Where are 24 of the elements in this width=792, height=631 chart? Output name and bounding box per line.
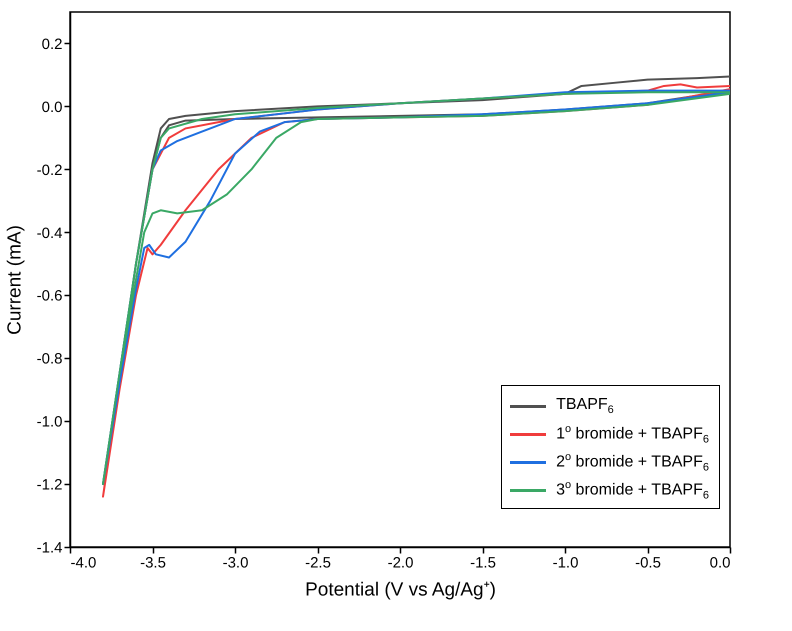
y-tick-label: -0.4	[36, 224, 62, 242]
legend-label: TBAPF$_{6}$	[556, 396, 614, 416]
y-tick-label: -0.8	[36, 350, 62, 368]
x-tick-label: -0.5	[635, 554, 661, 572]
x-axis-title: Potential (V vs Ag/Ag⁺)	[305, 580, 496, 600]
x-tick-label: 0.0	[710, 554, 730, 572]
y-tick-label: -1.4	[36, 540, 62, 556]
x-tick-label: -1.0	[552, 554, 578, 572]
y-tick-label: 0.0	[42, 98, 62, 116]
y-tick-label: -0.6	[36, 288, 62, 305]
x-tick-label: -1.5	[470, 554, 496, 572]
x-tick-label: -3.5	[140, 554, 166, 572]
legend-label: 3$^{o}$ bromide + TBAPF$_{6}$	[556, 478, 709, 502]
y-tick-label: -1.0	[36, 414, 62, 431]
y-tick-label: 0.2	[42, 36, 62, 53]
x-tick-label: -3.0	[222, 554, 248, 572]
y-axis-title: Current (mA)	[4, 225, 26, 335]
x-tick-label: -4.0	[70, 554, 96, 572]
legend-label: 1$^{o}$ bromide + TBAPF$_{6}$	[556, 422, 709, 446]
y-tick-label: -1.2	[36, 476, 62, 494]
x-tick-label: -2.5	[305, 554, 331, 572]
x-tick-label: -2.0	[388, 554, 414, 572]
legend-label: 2$^{o}$ bromide + TBAPF$_{6}$	[556, 450, 709, 474]
y-tick-label: -0.2	[36, 162, 62, 179]
